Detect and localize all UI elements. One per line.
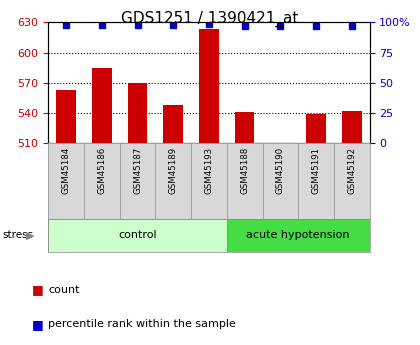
- Bar: [128, 83, 147, 143]
- Bar: [342, 111, 362, 143]
- Bar: [48, 219, 227, 252]
- Text: acute hypotension: acute hypotension: [247, 230, 350, 240]
- Bar: [306, 114, 326, 143]
- Bar: [56, 90, 76, 143]
- Text: ■: ■: [32, 318, 44, 331]
- Bar: [227, 219, 370, 252]
- Text: control: control: [118, 230, 157, 240]
- Bar: [235, 112, 255, 143]
- Text: GSM45188: GSM45188: [240, 147, 249, 194]
- Bar: [199, 29, 219, 143]
- Text: GSM45192: GSM45192: [347, 147, 356, 194]
- Bar: [163, 105, 183, 143]
- Text: count: count: [48, 285, 80, 295]
- Text: GSM45191: GSM45191: [312, 147, 320, 194]
- Text: GDS1251 / 1390421_at: GDS1251 / 1390421_at: [121, 10, 299, 27]
- Bar: [92, 68, 112, 143]
- Text: GSM45184: GSM45184: [62, 147, 71, 194]
- Text: GSM45193: GSM45193: [205, 147, 213, 194]
- Text: GSM45186: GSM45186: [97, 147, 106, 194]
- Text: stress: stress: [2, 230, 33, 240]
- Text: ▶: ▶: [26, 230, 35, 240]
- Text: ■: ■: [32, 283, 44, 296]
- Text: GSM45189: GSM45189: [169, 147, 178, 194]
- Text: percentile rank within the sample: percentile rank within the sample: [48, 319, 236, 329]
- Text: GSM45190: GSM45190: [276, 147, 285, 194]
- Text: GSM45187: GSM45187: [133, 147, 142, 194]
